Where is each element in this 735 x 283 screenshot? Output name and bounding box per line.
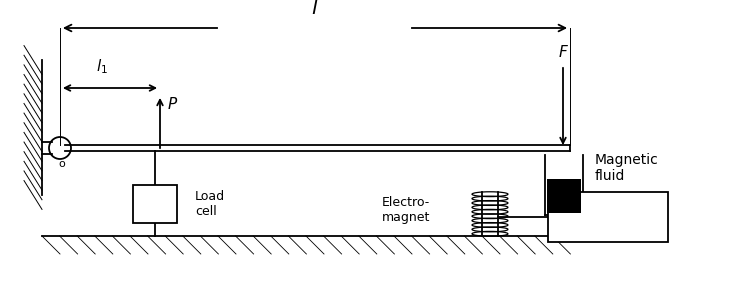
Text: $l$: $l$ (311, 0, 319, 18)
Text: Power
supply: Power supply (587, 203, 628, 231)
Bar (547, 179, 581, 213)
Bar (548, 192, 668, 242)
Text: o: o (59, 159, 65, 169)
Text: Electro-
magnet: Electro- magnet (381, 196, 430, 224)
Text: P: P (168, 97, 177, 112)
Text: $l_1$: $l_1$ (96, 57, 108, 76)
Bar (133, 185, 177, 223)
Text: Magnetic
fluid: Magnetic fluid (595, 153, 659, 183)
Text: F: F (559, 45, 567, 60)
Text: Load
cell: Load cell (195, 190, 225, 218)
